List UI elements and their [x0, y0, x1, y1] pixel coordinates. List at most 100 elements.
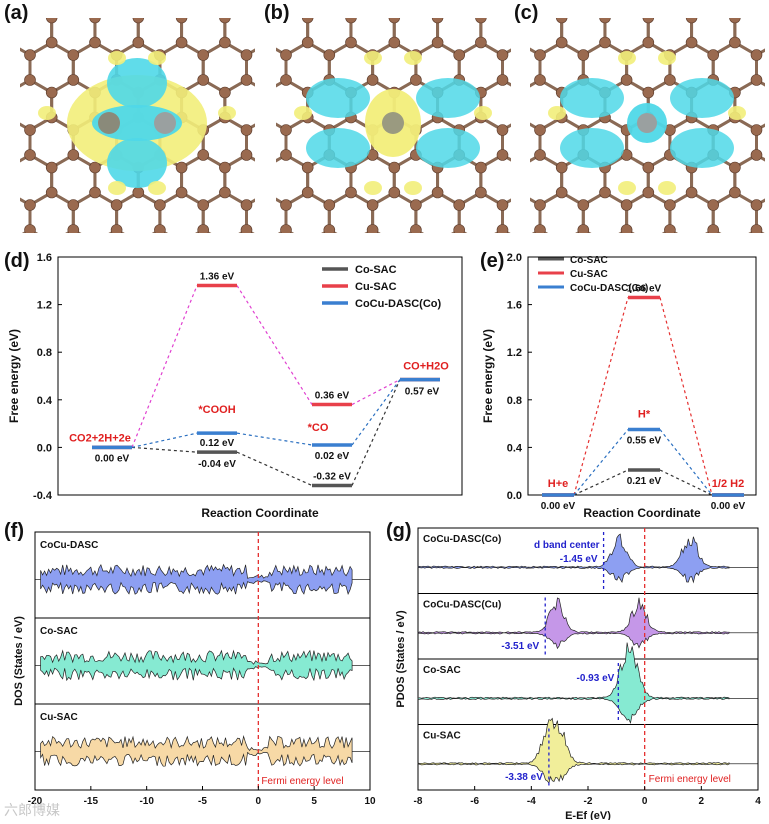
carbon-atom	[431, 36, 444, 49]
carbon-atom	[555, 18, 568, 24]
carbon-atom	[496, 224, 509, 233]
carbon-atom	[577, 199, 590, 211]
carbon-atom	[45, 36, 58, 49]
carbon-atom	[197, 74, 209, 86]
carbon-atom	[685, 18, 698, 24]
carbon-atom	[132, 186, 145, 199]
density-yellow	[474, 106, 492, 120]
x-axis-label: Reaction Coordinate	[201, 506, 319, 520]
y-axis-label: DOS (States / eV)	[13, 616, 25, 706]
x-tick-label: 4	[755, 796, 761, 807]
chart-f: CoCu-DASC Co-SAC Cu-SAC Fermi energy level -…	[13, 531, 376, 807]
dos-curve	[40, 563, 353, 596]
carbon-atom	[620, 74, 633, 86]
carbon-atom	[534, 149, 546, 161]
carbon-atom	[496, 199, 509, 211]
carbon-atom	[240, 124, 253, 136]
carbon-atom	[620, 199, 633, 211]
carbon-atom	[410, 199, 422, 211]
connector-line	[659, 429, 713, 496]
connector-line	[351, 379, 401, 406]
value-label: 0.36 eV	[315, 391, 350, 402]
pdos-curve	[417, 597, 730, 650]
dos-series-label: CoCu-DASC	[40, 540, 98, 551]
carbon-atom	[388, 36, 401, 49]
dband-value-label: -3.51 eV	[501, 641, 539, 652]
carbon-atom	[323, 49, 336, 61]
fermi-label: Fermi energy level	[261, 776, 343, 787]
density-yellow	[728, 106, 746, 120]
carbon-atom	[366, 224, 379, 233]
carbon-atom	[366, 199, 379, 211]
carbon-atom	[280, 74, 292, 86]
dband-title: d band center	[534, 540, 600, 551]
carbon-atom	[664, 224, 676, 233]
carbon-atom	[620, 224, 633, 233]
y-tick-label: 2.0	[507, 252, 522, 264]
connector-line	[351, 379, 401, 446]
carbon-atom	[555, 161, 568, 174]
carbon-atom	[453, 199, 465, 211]
carbon-atom	[475, 18, 487, 24]
y-tick-label: -0.4	[33, 490, 53, 502]
carbon-atom	[750, 149, 763, 161]
x-tick-label: 0	[642, 796, 648, 807]
density-yellow	[148, 51, 166, 65]
carbon-atom	[534, 124, 546, 136]
carbon-atom	[664, 74, 676, 86]
carbon-atom	[388, 186, 401, 199]
carbon-atom	[496, 49, 509, 61]
value-label: 0.55 eV	[627, 436, 662, 447]
carbon-atom	[45, 86, 58, 99]
density-yellow	[658, 181, 676, 195]
carbon-atom	[410, 74, 422, 86]
density-yellow	[364, 181, 382, 195]
carbon-atom	[599, 186, 611, 199]
y-tick-label: 0.4	[37, 395, 53, 407]
species-label: *COOH	[198, 404, 235, 416]
carbon-atom	[453, 49, 465, 61]
legend-label: Co-SAC	[355, 264, 397, 276]
carbon-atom	[280, 149, 292, 161]
panel-letter-a: (a)	[4, 2, 29, 24]
carbon-atom	[67, 149, 80, 161]
carbon-atom	[240, 49, 253, 61]
density-yellow	[618, 51, 636, 65]
value-label: 0.00 eV	[95, 453, 130, 464]
carbon-atom	[729, 36, 741, 49]
value-label: 0.57 eV	[405, 387, 440, 398]
carbon-atom	[707, 49, 719, 61]
species-label: H+e	[548, 478, 569, 490]
metal-atom	[637, 113, 657, 133]
y-tick-label: 0.8	[507, 395, 522, 407]
x-tick-label: -6	[470, 796, 479, 807]
structure-b-image	[276, 18, 511, 233]
x-axis-label: Reaction Coordinate	[583, 506, 701, 520]
connector-line	[131, 446, 198, 453]
structure-c-image	[530, 18, 765, 233]
panel-letter-e: (e)	[480, 250, 505, 272]
carbon-atom	[729, 161, 741, 174]
density-yellow	[218, 106, 236, 120]
pdos-series-label: CoCu-DASC(Cu)	[423, 600, 501, 611]
plot-frame	[57, 256, 463, 496]
x-tick-label: -8	[414, 796, 423, 807]
value-label: 1.36 eV	[200, 272, 235, 283]
panel-letter-d: (d)	[4, 250, 30, 272]
density-cyan	[670, 78, 734, 118]
carbon-atom	[280, 199, 292, 211]
carbon-atom	[24, 224, 36, 233]
carbon-atom	[89, 161, 101, 174]
connector-line	[131, 432, 198, 448]
x-tick-label: 2	[699, 796, 705, 807]
density-cyan	[560, 78, 624, 118]
carbon-atom	[664, 199, 676, 211]
carbon-atom	[89, 18, 101, 24]
carbon-atom	[24, 74, 36, 86]
chart-d: -0.4 0.0 0.4 0.8 1.2 1.6 Free energy (eV) React…	[7, 252, 463, 520]
carbon-atom	[345, 36, 357, 49]
density-yellow	[404, 181, 422, 195]
y-tick-label: 1.2	[507, 347, 522, 359]
connector-line	[236, 451, 313, 487]
carbon-atom	[280, 224, 292, 233]
